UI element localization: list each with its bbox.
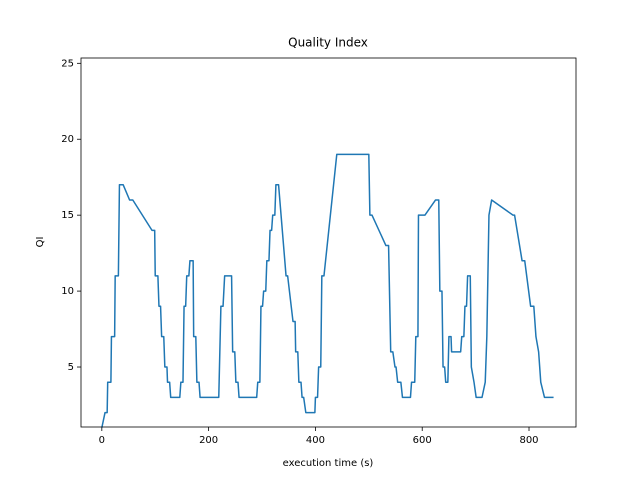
- chart-title: Quality Index: [288, 36, 368, 50]
- axes-frame: [80, 57, 577, 428]
- data-line: [101, 153, 554, 428]
- x-tick-label: 200: [199, 435, 218, 446]
- x-tick-label: 800: [519, 435, 538, 446]
- y-tick-label: 20: [61, 134, 74, 145]
- x-tick-label: 400: [306, 435, 325, 446]
- y-axis-label: QI: [35, 237, 46, 248]
- x-axis-label: execution time (s): [283, 458, 374, 469]
- x-tick-label: 600: [413, 435, 432, 446]
- y-tick-label: 25: [61, 58, 74, 69]
- y-tick-label: 5: [68, 362, 74, 373]
- y-tick-label: 15: [61, 210, 74, 221]
- x-tick-label: 0: [99, 435, 105, 446]
- y-tick-label: 10: [61, 286, 74, 297]
